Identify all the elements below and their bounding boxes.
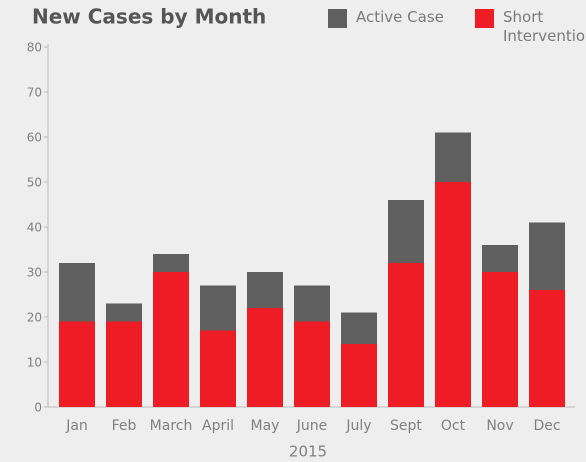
bar-segment	[294, 285, 330, 322]
x-tick-label: April	[202, 418, 234, 434]
bar-segment	[153, 254, 189, 272]
bar-segment	[388, 200, 424, 263]
bar-segment	[482, 245, 518, 272]
y-tick-label: 50	[27, 176, 42, 190]
bar-segment	[106, 321, 142, 407]
y-tick-label: 80	[27, 41, 42, 55]
x-tick-label: July	[345, 418, 371, 434]
x-tick-label: May	[251, 418, 280, 434]
x-tick-label: Dec	[533, 418, 560, 434]
bar-segment	[482, 272, 518, 407]
bar-segment	[200, 330, 236, 407]
bar-segment	[247, 272, 283, 308]
bar-segment	[59, 321, 95, 407]
x-tick-label: June	[296, 418, 328, 434]
bar-segment	[341, 312, 377, 344]
legend-item: Active Case	[356, 8, 444, 26]
x-tick-label: Jan	[65, 418, 88, 434]
bar-segment	[341, 344, 377, 407]
x-axis-label: 2015	[289, 443, 327, 461]
bar-segment	[529, 222, 565, 290]
bar-segment	[106, 303, 142, 322]
bar-segment	[435, 182, 471, 407]
bar-segment	[294, 321, 330, 407]
legend-swatch	[475, 9, 494, 28]
x-tick-label: March	[150, 418, 193, 434]
bar-segment	[153, 272, 189, 407]
y-tick-label: 40	[27, 221, 42, 235]
bar-segment	[59, 263, 95, 322]
x-tick-label: Feb	[112, 418, 137, 434]
y-tick-label: 10	[27, 356, 42, 370]
y-tick-label: 20	[27, 311, 42, 325]
legend-item: Short Intervention	[503, 8, 586, 45]
bar-segment	[247, 308, 283, 407]
legend-swatch	[328, 9, 347, 28]
x-tick-label: Nov	[486, 418, 513, 434]
x-tick-label: Oct	[441, 418, 466, 434]
legend-label: Short Intervention	[503, 8, 586, 45]
bar-segment	[435, 132, 471, 182]
y-tick-label: 60	[27, 131, 42, 145]
bar-segment	[200, 285, 236, 331]
chart-title: New Cases by Month	[32, 5, 266, 29]
y-tick-label: 0	[34, 401, 42, 415]
bar-segment	[529, 290, 565, 407]
y-tick-label: 70	[27, 86, 42, 100]
x-tick-label: Sept	[390, 418, 422, 434]
legend-label: Active Case	[356, 8, 444, 26]
bar-segment	[388, 263, 424, 407]
y-tick-label: 30	[27, 266, 42, 280]
